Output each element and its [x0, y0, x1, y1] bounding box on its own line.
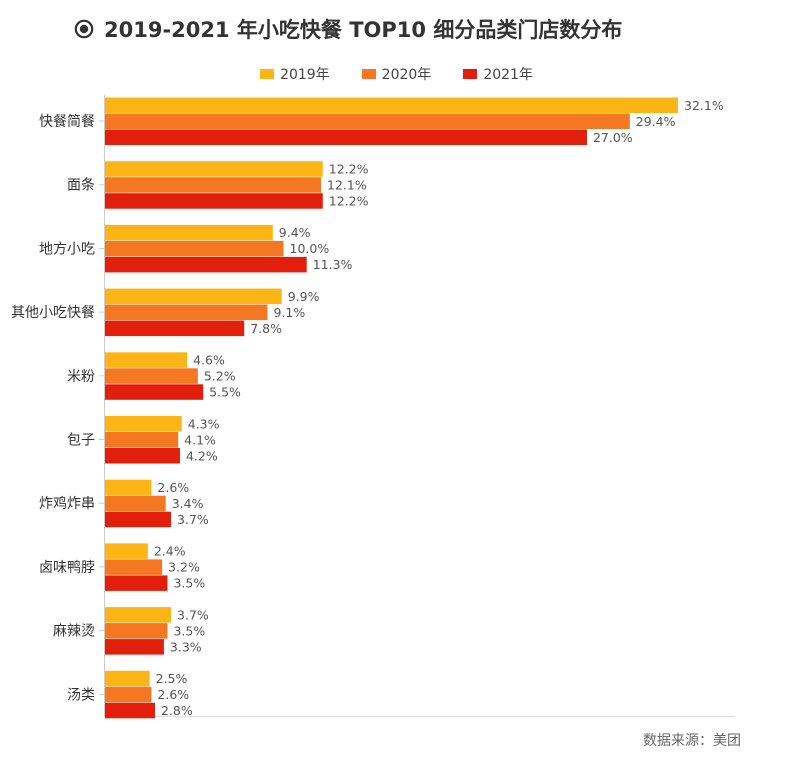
- bar: [105, 495, 166, 512]
- source-note: 数据来源：美团: [643, 733, 741, 749]
- bar: [105, 304, 268, 321]
- legend-item: 2020年: [361, 64, 432, 84]
- bar: [105, 256, 307, 273]
- data-label: 3.5%: [173, 623, 205, 638]
- category-label: 米粉: [67, 369, 95, 385]
- bar: [105, 639, 164, 655]
- data-label: 5.2%: [204, 369, 236, 384]
- category-label: 地方小吃: [39, 241, 95, 257]
- legend-label: 2020年: [381, 67, 432, 83]
- bar: [105, 607, 172, 623]
- category-label: 包子: [67, 433, 95, 449]
- data-label: 4.1%: [184, 432, 216, 447]
- bar: [105, 479, 152, 496]
- category-label: 炸鸡炸串: [39, 495, 95, 512]
- legend-label: 2021年: [483, 67, 533, 83]
- data-label: 4.2%: [186, 448, 218, 463]
- category-label: 面条: [67, 177, 95, 194]
- legend-item: 2021年: [463, 64, 533, 84]
- category-label: 汤类: [67, 687, 95, 703]
- bar: [105, 161, 323, 177]
- legend: 2019年 2020年 2021年: [0, 64, 793, 84]
- bar: [105, 559, 163, 575]
- bar: [105, 288, 282, 305]
- data-label: 3.7%: [177, 512, 209, 527]
- data-label: 2.6%: [157, 687, 189, 702]
- data-label: 7.8%: [250, 321, 282, 336]
- data-label: 3.5%: [173, 576, 205, 591]
- bar: [105, 416, 182, 432]
- data-label: 29.4%: [636, 114, 676, 129]
- data-label: 12.2%: [329, 193, 369, 208]
- bar: [105, 224, 273, 241]
- data-label: 9.1%: [273, 305, 305, 320]
- legend-label: 2019年: [280, 67, 330, 83]
- data-label: 27.0%: [593, 130, 633, 145]
- category-label: 麻辣烫: [53, 624, 95, 640]
- data-label: 3.2%: [168, 560, 200, 575]
- bar: [105, 97, 678, 113]
- chart-title: 2019-2021 年小吃快餐 TOP10 细分品类门店数分布: [74, 14, 622, 44]
- bar: [105, 623, 168, 639]
- bar: [105, 702, 155, 719]
- data-label: 2.4%: [154, 544, 186, 559]
- bar: [105, 320, 245, 337]
- bar: [105, 448, 180, 464]
- bar: [105, 686, 152, 703]
- data-label: 12.2%: [329, 161, 369, 176]
- bar: [105, 543, 148, 559]
- category-label: 其他小吃快餐: [11, 305, 95, 321]
- data-label: 2.8%: [161, 703, 193, 718]
- data-label: 10.0%: [290, 241, 330, 256]
- target-icon: [74, 19, 94, 39]
- data-label: 11.3%: [313, 257, 353, 272]
- data-label: 3.7%: [177, 607, 209, 622]
- bar: [105, 511, 172, 528]
- bar: [105, 670, 150, 687]
- data-label: 2.6%: [157, 480, 189, 495]
- legend-swatch: [463, 69, 478, 79]
- category-label: 卤味鸭脖: [39, 560, 95, 576]
- data-label: 5.5%: [209, 385, 241, 400]
- bar: [105, 368, 198, 384]
- bar: [105, 113, 630, 129]
- bar: [105, 240, 284, 257]
- data-label: 9.9%: [288, 289, 320, 304]
- bar: [105, 352, 188, 368]
- data-label: 9.4%: [279, 225, 311, 240]
- legend-item: 2019年: [260, 64, 330, 84]
- bar: [105, 129, 587, 145]
- legend-swatch: [260, 69, 275, 79]
- bar: [105, 432, 179, 448]
- bar: [105, 575, 168, 591]
- data-label: 32.1%: [684, 98, 724, 113]
- data-label: 2.5%: [156, 671, 188, 686]
- data-label: 3.4%: [172, 496, 204, 511]
- bar: [105, 384, 204, 400]
- data-label: 12.1%: [327, 177, 367, 192]
- data-label: 3.3%: [170, 639, 202, 654]
- category-label: 快餐简餐: [39, 113, 95, 130]
- bar: [105, 177, 321, 193]
- data-label: 4.6%: [193, 353, 225, 368]
- chart-title-text: 2019-2021 年小吃快餐 TOP10 细分品类门店数分布: [104, 18, 623, 42]
- data-label: 4.3%: [188, 416, 220, 431]
- legend-swatch: [361, 69, 376, 79]
- bar: [105, 193, 323, 209]
